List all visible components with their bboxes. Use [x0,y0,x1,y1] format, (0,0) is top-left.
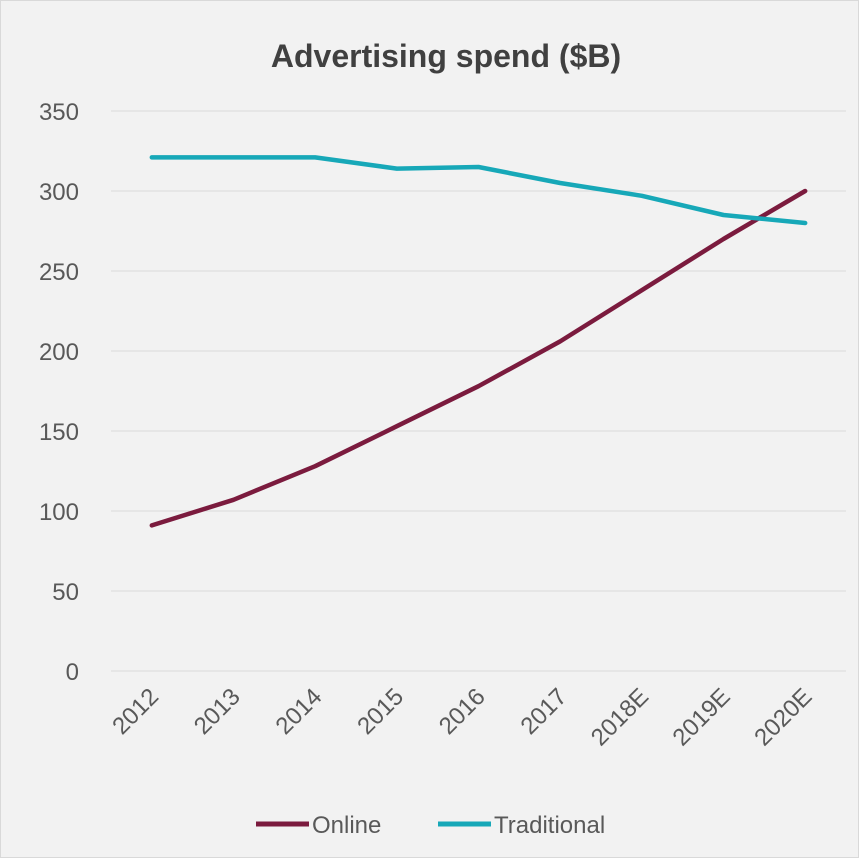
x-tick-label: 2015 [352,683,409,740]
x-tick-label: 2016 [434,683,491,740]
y-tick-label: 350 [39,99,79,126]
x-tick-label: 2020E [749,683,817,751]
y-tick-label: 0 [66,659,79,686]
gridlines [111,110,846,672]
y-tick-label: 300 [39,179,79,206]
x-tick-label: 2014 [271,683,328,740]
series-line-traditional [149,155,808,226]
x-tick-label: 2018E [586,683,654,751]
y-tick-label: 200 [39,339,79,366]
y-axis-ticks: 0 50 100 150 200 250 300 350 [39,99,79,686]
x-tick-label: 2017 [516,683,573,740]
x-axis-ticks: 2012 2013 2014 2015 2016 2017 2018E 2019E 2020E [107,683,817,751]
series-line-online [149,188,808,528]
y-tick-label: 100 [39,499,79,526]
x-tick-label: 2019E [668,683,736,751]
legend: Online Traditional [256,812,605,839]
legend-label-online: Online [312,812,381,839]
chart-title: Advertising spend ($B) [271,38,621,74]
y-tick-label: 50 [52,579,79,606]
y-tick-label: 250 [39,259,79,286]
x-tick-label: 2013 [189,683,246,740]
legend-label-traditional: Traditional [494,812,605,839]
y-tick-label: 150 [39,419,79,446]
series-lines [149,155,808,528]
x-tick-label: 2012 [107,683,164,740]
